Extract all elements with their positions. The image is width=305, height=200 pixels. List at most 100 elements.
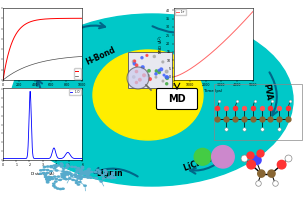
Circle shape [62, 171, 64, 172]
FancyBboxPatch shape [156, 88, 198, 110]
Circle shape [53, 165, 55, 166]
Circle shape [60, 166, 63, 167]
Circle shape [61, 173, 63, 174]
Circle shape [149, 78, 151, 80]
Circle shape [63, 178, 66, 179]
Circle shape [268, 170, 275, 177]
Circle shape [76, 169, 78, 170]
Circle shape [100, 181, 102, 182]
Circle shape [80, 177, 82, 178]
Circle shape [78, 175, 81, 176]
Circle shape [79, 174, 81, 175]
Circle shape [63, 168, 65, 169]
Circle shape [68, 172, 70, 173]
Circle shape [60, 163, 63, 164]
Circle shape [66, 167, 68, 168]
Circle shape [53, 176, 56, 177]
Circle shape [66, 174, 68, 175]
Circle shape [87, 172, 89, 173]
Circle shape [51, 178, 53, 180]
Circle shape [48, 179, 50, 180]
Circle shape [48, 178, 51, 179]
Circle shape [277, 160, 286, 169]
Circle shape [46, 166, 49, 167]
Circle shape [258, 170, 265, 177]
Circle shape [163, 74, 165, 76]
Circle shape [166, 77, 168, 79]
Circle shape [143, 74, 145, 77]
Circle shape [44, 174, 47, 176]
Circle shape [110, 176, 113, 177]
X-axis label: Time (ps): Time (ps) [204, 89, 223, 93]
Circle shape [147, 75, 149, 77]
Circle shape [146, 54, 148, 56]
Circle shape [88, 170, 90, 172]
Circle shape [55, 165, 57, 166]
Circle shape [102, 178, 105, 179]
Circle shape [46, 182, 49, 183]
Y-axis label: MSD ($\AA^2$): MSD ($\AA^2$) [156, 34, 165, 54]
Circle shape [112, 174, 114, 175]
Circle shape [59, 179, 61, 181]
Circle shape [70, 173, 72, 175]
Circle shape [74, 175, 76, 176]
Circle shape [68, 178, 71, 179]
Circle shape [62, 177, 64, 178]
Circle shape [87, 177, 89, 178]
Circle shape [46, 172, 48, 174]
Circle shape [166, 83, 168, 85]
Circle shape [88, 168, 90, 170]
Legend: Li-O: Li-O [69, 89, 81, 95]
Text: MD: MD [168, 94, 186, 104]
Circle shape [75, 182, 78, 183]
Circle shape [87, 170, 89, 171]
Legend: , : , [74, 68, 81, 79]
Circle shape [66, 171, 68, 173]
Circle shape [55, 166, 57, 167]
Circle shape [52, 183, 55, 184]
Circle shape [79, 171, 81, 173]
Circle shape [84, 185, 86, 186]
Circle shape [63, 176, 65, 178]
Circle shape [46, 177, 49, 178]
Circle shape [104, 170, 106, 171]
Circle shape [107, 177, 109, 178]
X-axis label: Time (ps): Time (ps) [34, 89, 52, 93]
FancyBboxPatch shape [128, 52, 172, 88]
Circle shape [85, 173, 88, 174]
Text: LiCl and EG: LiCl and EG [183, 147, 232, 173]
Circle shape [127, 67, 149, 89]
Circle shape [78, 170, 81, 171]
Circle shape [86, 174, 89, 175]
Circle shape [57, 165, 59, 166]
Circle shape [63, 173, 66, 174]
Circle shape [141, 66, 144, 69]
Circle shape [253, 156, 261, 164]
Circle shape [45, 176, 47, 178]
Circle shape [81, 171, 83, 173]
Circle shape [105, 171, 107, 173]
Circle shape [59, 188, 62, 190]
Circle shape [56, 188, 59, 189]
Text: H-Bond: H-Bond [84, 45, 117, 67]
Circle shape [50, 171, 52, 172]
Text: PVA: PVA [261, 83, 273, 101]
Circle shape [96, 169, 99, 171]
Text: Lignin: Lignin [96, 170, 123, 178]
Circle shape [46, 169, 49, 171]
Circle shape [101, 175, 104, 176]
Legend: Li+: Li+ [175, 9, 186, 15]
Circle shape [90, 171, 93, 173]
Circle shape [74, 166, 76, 168]
Circle shape [84, 171, 87, 172]
Circle shape [148, 70, 150, 72]
Circle shape [48, 179, 50, 180]
Circle shape [141, 57, 143, 59]
Circle shape [166, 76, 168, 79]
Circle shape [95, 178, 97, 179]
Circle shape [135, 64, 138, 66]
Circle shape [132, 60, 135, 63]
Circle shape [46, 178, 48, 179]
Circle shape [135, 81, 138, 84]
Circle shape [104, 173, 107, 174]
